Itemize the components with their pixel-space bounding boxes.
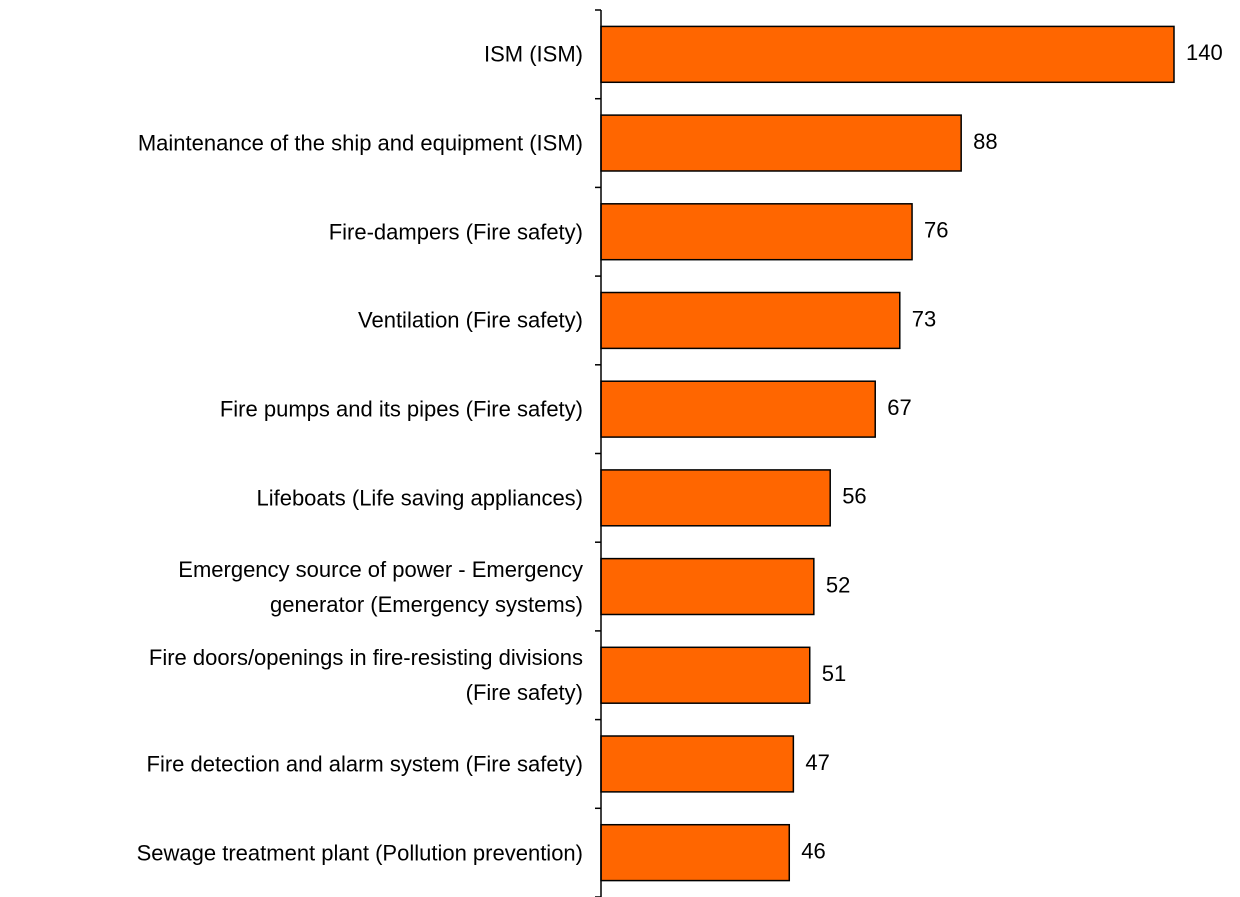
category-label: Maintenance of the ship and equipment (I…	[137, 130, 583, 156]
bar	[600, 735, 795, 793]
data-label: 52	[826, 572, 850, 597]
category-label: Ventilation (Fire safety)	[358, 307, 583, 333]
data-label: 67	[887, 395, 911, 420]
category-label: Emergency source of power - Emergency ge…	[178, 556, 583, 617]
bar	[600, 823, 791, 882]
category-label: Fire pumps and its pipes (Fire safety)	[219, 396, 583, 422]
data-label: 140	[1186, 40, 1223, 65]
bar	[600, 646, 811, 704]
category-label: Fire detection and alarm system (Fire sa…	[146, 751, 583, 777]
category-label: ISM (ISM)	[484, 41, 583, 67]
data-label: 56	[842, 484, 866, 509]
data-label: 47	[805, 750, 829, 775]
bar	[600, 203, 913, 261]
data-label: 88	[973, 129, 997, 154]
bar	[600, 114, 962, 172]
data-label: 76	[924, 218, 948, 243]
bar	[600, 557, 815, 616]
data-label: 51	[822, 661, 846, 686]
category-label: Lifeboats (Life saving appliances)	[256, 485, 583, 511]
bar	[600, 291, 901, 350]
bar	[600, 25, 1175, 84]
category-label: Sewage treatment plant (Pollution preven…	[136, 840, 583, 866]
data-label: 73	[912, 306, 936, 331]
bar	[600, 380, 876, 438]
data-label: 46	[801, 838, 825, 863]
category-label: Fire-dampers (Fire safety)	[328, 219, 583, 245]
bar	[600, 469, 831, 527]
category-label: Fire doors/openings in fire-resisting di…	[148, 645, 583, 706]
